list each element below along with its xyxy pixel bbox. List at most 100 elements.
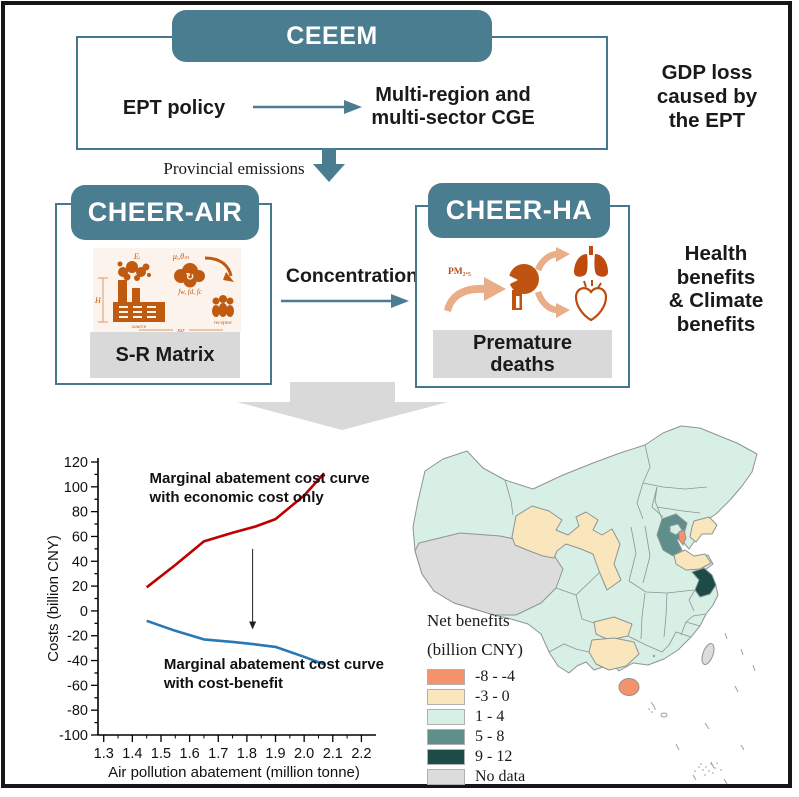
y-tick-label: -80	[67, 703, 88, 719]
province-hebei	[656, 513, 688, 557]
y-tick-label: -40	[67, 654, 88, 670]
gdp-line1: GDP loss	[661, 61, 753, 84]
legend-swatch	[427, 709, 465, 725]
factory-chimney	[118, 280, 127, 304]
ceeem-to-cheer-arrow	[313, 148, 345, 182]
legend-label: 9 - 12	[475, 748, 513, 765]
legend-label: -3 - 0	[475, 688, 510, 705]
province-jiangsu	[691, 567, 717, 598]
provincial-emissions-label: Provincial emissions	[163, 159, 305, 178]
cge-line1: Multi-region and	[375, 84, 531, 106]
smoke-icon	[117, 261, 151, 281]
province-taiwan	[701, 643, 715, 665]
y-tick-label: 100	[64, 480, 88, 496]
gdp-line3: the EPT	[668, 109, 746, 132]
x-tick-label: 1.6	[180, 746, 200, 762]
receptor-label: receptor	[214, 320, 233, 326]
legend-swatch	[427, 769, 465, 785]
sea-islands-marks	[650, 632, 756, 785]
factory-windows	[119, 306, 156, 318]
health-assessment-diagram: PM₂.₅	[444, 246, 608, 322]
cloud-icon	[174, 263, 205, 288]
y-tick-label: 0	[80, 604, 88, 620]
legend-label: -8 - -4	[475, 668, 515, 685]
transport-arrow	[204, 256, 233, 277]
lungs-icon	[574, 246, 608, 277]
to-heart-arrow-head	[556, 303, 570, 318]
legend-row: 9 - 12	[427, 748, 587, 765]
y-tick-label: 20	[72, 579, 88, 595]
ceeem-header: CEEEM	[172, 10, 492, 62]
annotation-0: with economic cost only	[149, 489, 325, 506]
province-hainan	[618, 678, 640, 696]
pm25-label: PM₂.₅	[448, 267, 471, 277]
ept-policy-label: EPT policy	[122, 97, 226, 119]
x-tick-label: 1.7	[208, 746, 228, 762]
exposure-arrow-icon	[444, 277, 506, 312]
height-label: H	[94, 296, 102, 305]
y-tick-label: -100	[59, 728, 88, 744]
sr-matrix-label-box: S-R Matrix	[90, 332, 240, 378]
cheer-air-label: CHEER-AIR	[87, 197, 243, 227]
legend-row: 1 - 4	[427, 708, 587, 725]
x-axis-label: Air pollution abatement (million tonne)	[108, 764, 360, 781]
legend-swatch	[427, 749, 465, 765]
y-tick-label: 120	[64, 455, 88, 471]
annotation-1: Marginal abatement cost curve	[164, 656, 384, 673]
china-net-benefits-map	[412, 425, 758, 785]
results-arrow	[237, 382, 448, 430]
legend-title: Net benefits	[427, 611, 510, 630]
series-line-1	[146, 619, 325, 666]
to-lungs-arrow	[534, 250, 559, 272]
health-benefits-label: Health benefits & Climate benefits	[630, 242, 799, 336]
people-icon	[212, 295, 234, 317]
legend-label: 1 - 4	[475, 708, 505, 725]
province-qinghai-gansu-shaanxi	[511, 505, 622, 591]
annotation-1: with cost-benefit	[163, 675, 283, 692]
annotation-0: Marginal abatement cost curve	[150, 470, 370, 487]
x-tick-label: 1.9	[265, 746, 285, 762]
x-tick-label: 2.0	[294, 746, 314, 762]
recycle-icon: ↻	[186, 272, 194, 283]
y-tick-label: 80	[72, 505, 88, 521]
province-guangxi	[588, 637, 640, 671]
sr-matrix-label: S-R Matrix	[115, 343, 215, 366]
health-line1: Health	[684, 242, 748, 265]
arrow-head-icon	[391, 294, 409, 308]
heart-icon	[574, 280, 608, 322]
y-tick-label: 40	[72, 554, 88, 570]
head-icon	[508, 264, 539, 310]
series-line-0	[145, 472, 326, 589]
air-to-ha-arrow	[281, 294, 409, 308]
legend-label: 5 - 8	[475, 728, 505, 745]
y-tick-label: -20	[67, 629, 88, 645]
legend-label: No data	[475, 768, 526, 785]
y-tick-label: -60	[67, 678, 88, 694]
health-line3: & Climate	[668, 289, 764, 312]
gdp-line2: caused by	[656, 85, 758, 108]
sea-islets-dots	[648, 654, 722, 776]
y-tick-label: 60	[72, 529, 88, 545]
transport-arrow-head	[223, 272, 234, 282]
factory-chimney	[132, 288, 140, 304]
y-axis-label: Costs (billion CNY)	[45, 535, 62, 662]
x-tick-label: 2.2	[351, 746, 371, 762]
health-line4: benefits	[676, 312, 756, 336]
premature-line1: Premature	[473, 332, 572, 354]
gdp-loss-label: GDP loss caused by the EPT	[627, 61, 787, 133]
x-tick-label: 1.4	[122, 746, 142, 762]
source-receptor-diagram: H Eᵢ μᵢ,θₘ ↻ fw, fd, fc	[93, 248, 241, 332]
transport-label: μᵢ,θₘ	[172, 252, 189, 261]
legend-swatch	[427, 689, 465, 705]
legend-row: 5 - 8	[427, 728, 587, 745]
x-tick-label: 1.8	[237, 746, 257, 762]
ceeem-label: CEEEM	[286, 21, 378, 50]
province-tianjin	[678, 529, 687, 546]
emission-label: Eᵢ	[133, 252, 140, 261]
down-arrow-icon	[313, 148, 345, 182]
legend-row: -8 - -4	[427, 668, 587, 685]
figure-border	[1, 1, 792, 788]
marginal-abatement-cost-chart: -100 -80 -60 -40 -20 0 20 40 60 80 100 120 1.3 1.4 1.5…	[45, 455, 384, 781]
premature-line2: deaths	[490, 354, 555, 376]
